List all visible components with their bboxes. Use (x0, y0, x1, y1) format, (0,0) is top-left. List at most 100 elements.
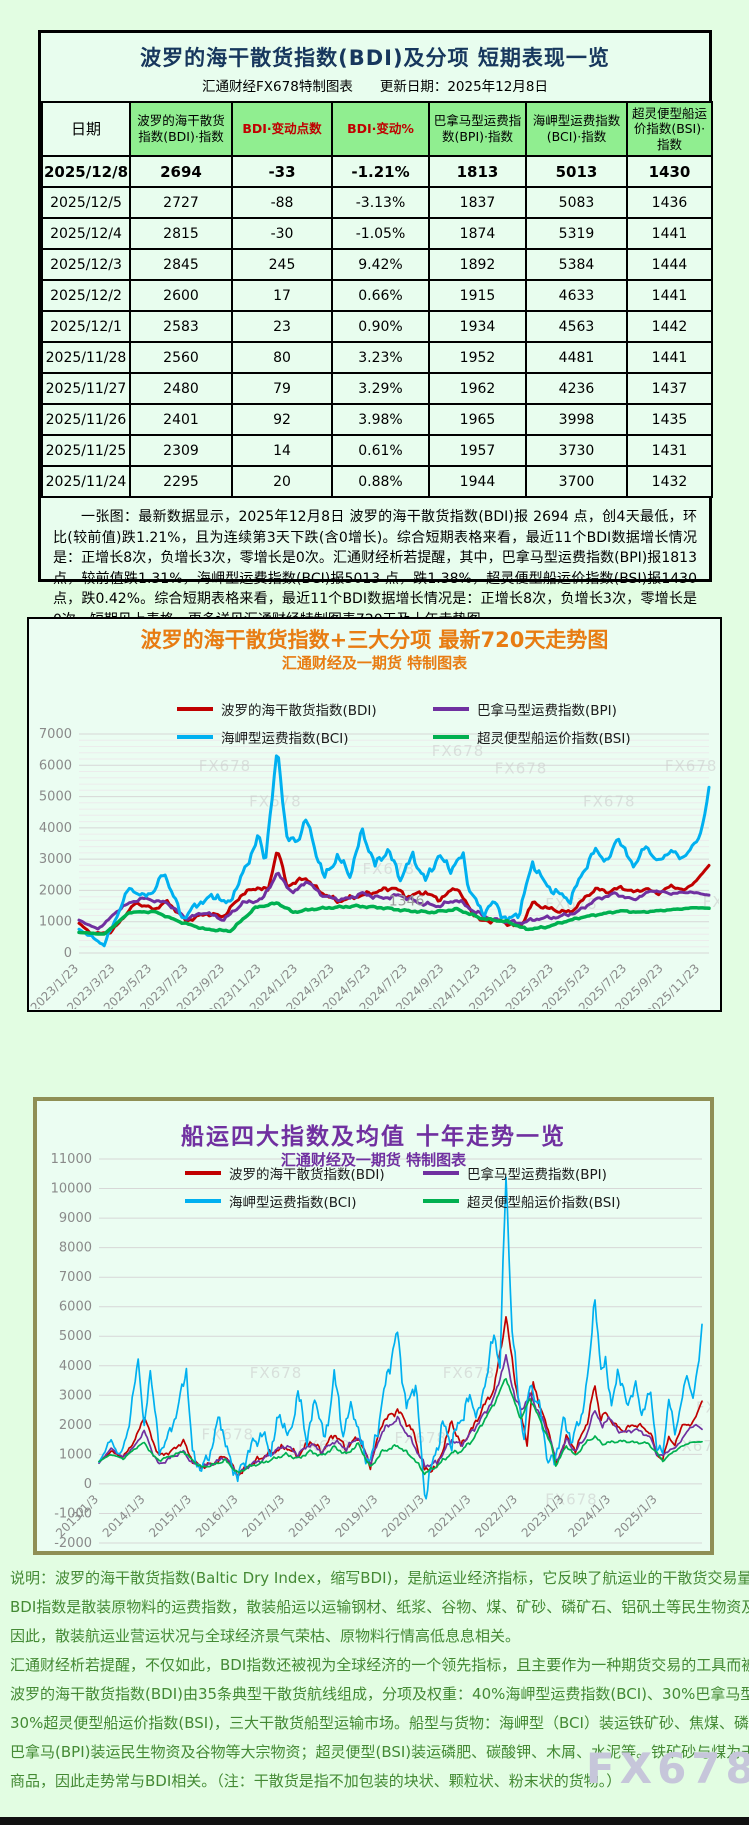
table-row: 2025/12/5 2727 -88 -3.13% 1837 5083 1436 (41, 186, 713, 219)
legend-label: 波罗的海干散货指数(BDI) (221, 703, 377, 719)
table-cell: 3.29% (331, 372, 430, 405)
column-header: 巴拿马型运费指数(BPI)·指数 (428, 101, 527, 157)
legend-label: 海岬型运费指数(BCI) (221, 731, 349, 747)
table-cell: 2600 (129, 279, 233, 312)
chart-720d-subtitle: 汇通财经及一期货 特制图表 (281, 654, 468, 672)
svg-text:FX678: FX678 (249, 792, 302, 810)
table-cell: 1837 (428, 186, 527, 219)
table-cell: 1892 (428, 248, 527, 281)
legend-label: 巴拿马型运费指数(BPI) (477, 703, 617, 719)
table-cell: 2694 (129, 155, 233, 188)
table-cell: 0.88% (331, 465, 430, 498)
legend-item: 波罗的海干散货指数(BDI) (177, 699, 433, 719)
bdi-table: 日期 波罗的海干散货指数(BDI)·指数 BDI·变动点数 BDI·变动% 巴拿马型运费… (41, 101, 713, 498)
table-cell: 20 (231, 465, 333, 498)
table-cell: -1.21% (331, 155, 430, 188)
bdi-table-body: 2025/12/8 2694 -33 -1.21% 1813 5013 1430 2025/1… (41, 155, 713, 498)
svg-text:2015/1/3: 2015/1/3 (146, 1492, 194, 1540)
table-cell: 1432 (626, 465, 713, 498)
table-cell: 80 (231, 341, 333, 374)
svg-text:3000: 3000 (59, 1388, 92, 1403)
table-cell: 2309 (129, 434, 233, 467)
footer-line: 商品，因此走势常与BDI相关。（注：干散货是指不加包装的块状、颗粒状、粉末状的货… (10, 1772, 622, 1790)
svg-text:2021/1/3: 2021/1/3 (426, 1492, 474, 1540)
svg-text:FX678: FX678 (545, 1491, 598, 1509)
chart-10y-plot: -2000 -1000 0 1000 2000 3000 4000 5000 6000 7000 8… (51, 1152, 710, 1551)
chart-720d-legend: 波罗的海干散货指数(BDI) 巴拿马型运费指数(BPI) 海岬型运费指数(BCI) 超… (177, 699, 631, 747)
description-text: 说明：波罗的海干散货指数(Baltic Dry Index，缩写BDI)，是航运… (10, 1568, 749, 1800)
legend-item: 海岬型运费指数(BCI) (177, 727, 433, 747)
svg-text:2022/1/3: 2022/1/3 (472, 1492, 520, 1540)
table-cell: 2560 (129, 341, 233, 374)
table-cell: 5013 (525, 155, 628, 188)
table-cell: 2025/11/26 (41, 403, 131, 436)
svg-text:FX678: FX678 (495, 759, 548, 777)
table-header-row: 日期 波罗的海干散货指数(BDI)·指数 BDI·变动点数 BDI·变动% 巴拿马型运费… (41, 101, 713, 157)
table-row: 2025/12/8 2694 -33 -1.21% 1813 5013 1430 (41, 155, 713, 188)
table-cell: 2025/12/1 (41, 310, 131, 343)
svg-text:10000: 10000 (51, 1182, 92, 1197)
table-cell: 1444 (626, 248, 713, 281)
table-cell: 1874 (428, 217, 527, 250)
svg-text:FX678: FX678 (202, 1425, 255, 1443)
table-cell: 2025/11/24 (41, 465, 131, 498)
svg-text:FX678: FX678 (432, 742, 485, 760)
table-row: 2025/12/4 2815 -30 -1.05% 1874 5319 1441 (41, 217, 713, 250)
table-cell: 14 (231, 434, 333, 467)
table-cell: 3730 (525, 434, 628, 467)
table-cell: -1.05% (331, 217, 430, 250)
legend-label: 超灵便型船运价指数(BSI) (477, 731, 631, 747)
legend-swatch (433, 707, 469, 711)
table-cell: 2583 (129, 310, 233, 343)
legend-label: 波罗的海干散货指数(BDI) (229, 1167, 385, 1183)
table-cell: 3.98% (331, 403, 430, 436)
table-cell: 5319 (525, 217, 628, 250)
svg-text:2023/1/3: 2023/1/3 (519, 1492, 567, 1540)
table-cell: 1441 (626, 341, 713, 374)
table-cell: 1436 (626, 186, 713, 219)
footer-line: 汇通财经析若提醒，不仅如此，BDI指数还被视为全球经济的一个领先指标，且主要作为… (10, 1656, 749, 1674)
svg-text:0: 0 (64, 946, 72, 961)
legend-label: 海岬型运费指数(BCI) (229, 1195, 357, 1211)
svg-text:2019/1/3: 2019/1/3 (333, 1492, 381, 1540)
bottom-bar (0, 1817, 749, 1825)
table-cell: 1934 (428, 310, 527, 343)
footer-line: 巴拿马(BPI)装运民生物资及谷物等大宗物资；超灵便型(BSI)装运磷肥、碳酸钾… (10, 1743, 749, 1761)
svg-text:FX678: FX678 (696, 1398, 710, 1416)
svg-text:8000: 8000 (59, 1241, 92, 1256)
svg-text:FX678: FX678 (250, 1364, 303, 1382)
table-note: 一张图：最新数据显示，2025年12月8日 波罗的海干散货指数(BDI)报 26… (53, 509, 697, 628)
column-header: 超灵便型船运价指数(BSI)·指数 (626, 101, 713, 157)
table-cell: 2845 (129, 248, 233, 281)
table-cell: 5384 (525, 248, 628, 281)
legend-item: 波罗的海干散货指数(BDI) (185, 1163, 423, 1183)
table-cell: 1441 (626, 279, 713, 312)
chart-720d-card: 0 1000 2000 3000 4000 5000 6000 7000 FX678 FX678 F… (27, 617, 722, 1012)
legend-swatch (185, 1171, 221, 1175)
svg-text:1000: 1000 (39, 915, 72, 930)
svg-text:1346: 1346 (389, 893, 425, 909)
svg-text:2017/1/3: 2017/1/3 (239, 1492, 287, 1540)
svg-text:3000: 3000 (39, 852, 72, 867)
column-header: BDI·变动% (331, 101, 430, 157)
table-cell: 2025/12/3 (41, 248, 131, 281)
table-cell: -33 (231, 155, 333, 188)
table-cell: 3998 (525, 403, 628, 436)
table-cell: 17 (231, 279, 333, 312)
table-cell: 1962 (428, 372, 527, 405)
svg-text:0: 0 (84, 1477, 92, 1492)
svg-text:9000: 9000 (59, 1211, 92, 1226)
chart-720d-title: 波罗的海干散货指数+三大分项 最新720天走势图 (140, 628, 609, 652)
column-header: BDI·变动点数 (231, 101, 333, 157)
table-cell: 1952 (428, 341, 527, 374)
table-cell: 2025/12/8 (41, 155, 131, 188)
table-row: 2025/11/28 2560 80 3.23% 1952 4481 1441 (41, 341, 713, 374)
table-cell: -88 (231, 186, 333, 219)
column-header: 日期 (41, 101, 131, 157)
svg-text:-1000: -1000 (54, 1507, 92, 1522)
short-term-table-card: 波罗的海干散货指数(BDI)及分项 短期表现一览 汇通财经FX678特制图表 更… (38, 30, 713, 628)
footer-line: 波罗的海干散货指数(BDI)由35条典型干散货航线组成，分项及权重：40%海岬型… (10, 1685, 749, 1703)
table-cell: 0.61% (331, 434, 430, 467)
svg-text:2018/1/3: 2018/1/3 (286, 1492, 334, 1540)
svg-text:11000: 11000 (51, 1152, 92, 1167)
